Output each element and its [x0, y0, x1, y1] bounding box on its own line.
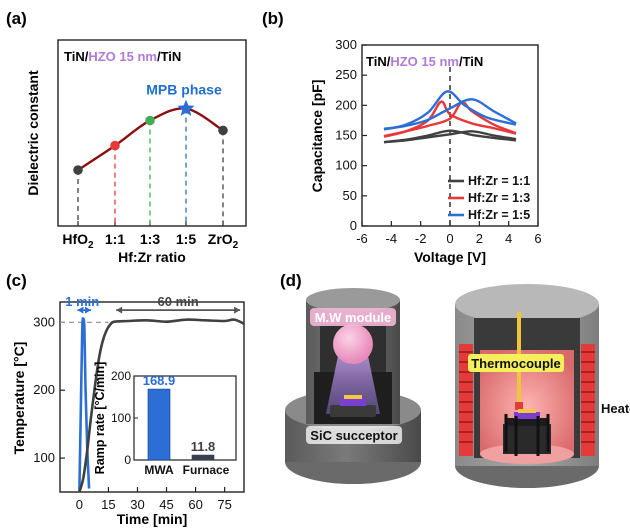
mwa-duration-arrow-head-right — [84, 306, 91, 314]
panel-a-xtick-label: HfO2 — [62, 231, 94, 251]
panel-b-ytick-label: 250 — [335, 67, 357, 82]
panel-c-inset-bar-chart: 0 100 200 Ramp rate [°C/min] 168.9 MWA 11.8 Fur… — [93, 362, 237, 477]
panel-a-chart: TiN/HZO 15 nm/TiN Dielectric constant Hf… — [25, 39, 247, 265]
panel-a-data-point — [110, 140, 120, 151]
panel-b-ytick-label: 0 — [350, 218, 357, 233]
panel-c-xlabel: Time [min] — [117, 511, 188, 527]
panel-b-xtick-label: -6 — [356, 231, 368, 246]
inset-bar-value-label: 168.9 — [143, 373, 176, 388]
panel-b-ytick-label: 100 — [335, 158, 357, 173]
panel-b-stack-label: TiN/HZO 15 nm/TiN — [366, 54, 483, 69]
inset-ytick-label: 100 — [111, 411, 131, 425]
panel-label-a: (a) — [6, 9, 27, 28]
panel-label-d: (d) — [280, 271, 302, 290]
inset-category-label: MWA — [144, 463, 174, 477]
mwa-duration-arrow-head-left — [77, 306, 84, 314]
panel-c-xtick-label: 0 — [76, 497, 83, 512]
panel-c-ylabel: Temperature [°C] — [11, 342, 27, 455]
panel-b-legend-label: Hf:Zr = 1:1 — [468, 174, 530, 188]
panel-b-xtick-label: -2 — [415, 231, 427, 246]
panel-c-xtick-label: 30 — [130, 497, 144, 512]
panel-c-ytick-label: 100 — [33, 450, 55, 465]
sample-chip — [340, 398, 366, 406]
inset-ylabel: Ramp rate [°C/min] — [93, 362, 107, 475]
panel-c-xtick-label: 15 — [101, 497, 115, 512]
panel-b-ytick-label: 300 — [335, 37, 357, 52]
panel-label-b: (b) — [262, 9, 284, 28]
panel-b-xtick-label: 4 — [505, 231, 512, 246]
panel-b-ytick-label: 200 — [335, 97, 357, 112]
mpb-phase-annotation: MPB phase — [146, 82, 222, 98]
panel-b-series-line — [383, 101, 517, 138]
inset-bar — [191, 454, 215, 461]
microwave-annealing-illustration: M.W module SiC succeptor — [285, 288, 421, 484]
panel-b-xlabel: Voltage [V] — [414, 249, 486, 265]
panel-b-legend-label: Hf:Zr = 1:5 — [468, 208, 530, 222]
panel-c-ytick-label: 200 — [33, 382, 55, 397]
panel-a-xtick-label: 1:3 — [140, 231, 160, 247]
sic-succeptor-block — [330, 405, 376, 417]
sic-label-bg — [306, 426, 402, 444]
furnace-top — [455, 284, 599, 324]
mw-tower-top — [306, 288, 400, 312]
heater-label: Heater — [601, 401, 630, 416]
furnace-illustration: Thermocouple Heater — [455, 284, 630, 488]
panel-a-xtick-label: 1:1 — [105, 231, 125, 247]
thermocouple-tip — [515, 402, 523, 410]
panel-a-data-point — [145, 115, 155, 126]
inset-ytick-label: 200 — [111, 369, 131, 383]
panel-b-series-line — [383, 98, 517, 131]
panel-b-series-line — [383, 130, 517, 144]
panel-c-series-line — [78, 318, 245, 493]
panel-b-ytick-label: 50 — [343, 188, 357, 203]
panel-b-ytick-label: 150 — [335, 128, 357, 143]
furnace-duration-label: 60 min — [158, 294, 199, 309]
panel-a-frame — [57, 39, 247, 227]
furnace-duration-arrow-head-right — [234, 306, 241, 314]
mwa-duration-label: 1 min — [65, 294, 99, 309]
panel-c-xtick-label: 60 — [188, 497, 202, 512]
left-heater-coil — [459, 344, 473, 456]
panel-b-legend-label: Hf:Zr = 1:3 — [468, 191, 530, 205]
panel-label-c: (c) — [6, 271, 27, 290]
mpb-star-marker — [177, 99, 195, 116]
inset-bar-value-label: 11.8 — [191, 439, 216, 454]
panel-c-frame — [59, 301, 245, 493]
furnace-duration-arrow-head-left — [116, 306, 123, 314]
thermocouple-label-bg — [468, 354, 564, 372]
panel-c-series-line — [78, 317, 91, 493]
inset-bar — [147, 388, 171, 461]
microwave-beam — [326, 346, 380, 414]
right-heater-coil — [581, 344, 595, 456]
panel-a-data-point — [73, 165, 83, 175]
panel-b-xtick-label: -4 — [386, 231, 398, 246]
panel-a-data-point — [218, 125, 228, 136]
panel-c-ytick-label: 300 — [33, 314, 55, 329]
sample-top — [344, 395, 362, 399]
panel-b-xtick-label: 0 — [446, 231, 453, 246]
panel-a-ylabel: Dielectric constant — [25, 70, 41, 196]
panel-c-xtick-label: 45 — [159, 497, 173, 512]
sample-stack — [503, 409, 551, 456]
mw-module-label: M.W module — [315, 310, 392, 325]
mw-module-sphere — [333, 324, 373, 364]
thermocouple-label: Thermocouple — [471, 356, 561, 371]
inset-ytick-label: 0 — [124, 453, 131, 467]
panel-a-xtick-label: 1:5 — [176, 231, 196, 247]
panel-b-ylabel: Capacitance [pF] — [309, 80, 325, 193]
mw-label-bg — [310, 308, 396, 326]
panel-b-chart: TiN/HZO 15 nm/TiN Capacitance [pF] Volta… — [309, 37, 542, 265]
panel-a-xtick-label: ZrO2 — [208, 231, 239, 251]
sic-succeptor-label: SiC succeptor — [310, 428, 397, 443]
panel-c-xtick-label: 75 — [217, 497, 231, 512]
panel-a-stack-label: TiN/HZO 15 nm/TiN — [64, 49, 181, 64]
panel-c-chart: Temperature [°C] Time [min] 0 15 30 45 60 75 1… — [11, 294, 245, 527]
panel-b-xtick-label: 6 — [534, 231, 541, 246]
panel-a-xlabel: Hf:Zr ratio — [118, 249, 186, 265]
panel-b-xtick-label: 2 — [476, 231, 483, 246]
inset-category-label: Furnace — [183, 463, 230, 477]
